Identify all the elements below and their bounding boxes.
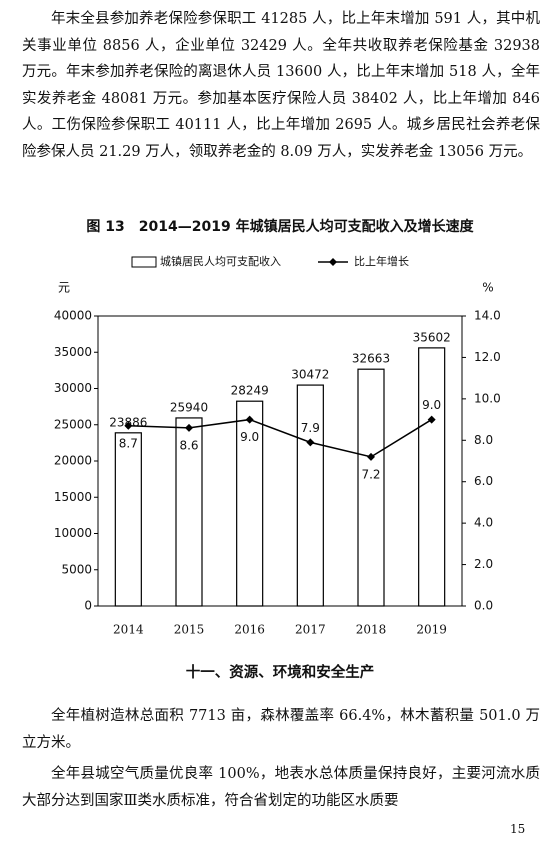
y2-tick-label: 14.0 <box>474 309 501 323</box>
line-marker <box>427 415 436 424</box>
paragraph: 全年县城空气质量优良率 100%，地表水总体质量保持良好，主要河流水质大部分达到… <box>22 766 540 809</box>
y2-tick-label: 8.0 <box>474 433 493 447</box>
y2-tick-label: 2.0 <box>474 557 493 571</box>
page-number: 15 <box>510 822 526 836</box>
y-tick-label: 10000 <box>54 526 92 540</box>
chart-title: 图 13 2014—2019 年城镇居民人均可支配收入及增长速度 <box>86 219 474 235</box>
legend-swatch <box>131 256 157 268</box>
bar-value-label: 32663 <box>352 352 390 366</box>
x-tick-label: 2015 <box>174 623 205 637</box>
x-tick-label: 2017 <box>295 623 326 637</box>
y-tick-label: 5000 <box>61 562 92 576</box>
y2-tick-label: 12.0 <box>474 350 501 364</box>
section-heading: 十一、资源、环境和安全生产 <box>185 664 375 681</box>
line-marker <box>306 438 315 447</box>
line-marker <box>367 452 375 461</box>
bar-value-label: 35602 <box>413 330 451 344</box>
bar-value-label: 25940 <box>170 400 208 414</box>
bar <box>418 347 446 607</box>
y-tick-label: 30000 <box>54 381 92 395</box>
line-marker <box>124 421 133 430</box>
line-value-label: 7.2 <box>361 467 380 481</box>
bar <box>357 368 385 607</box>
y-unit: 元 <box>58 281 70 295</box>
bar-value-label: 28249 <box>231 384 269 398</box>
line-value-label: 8.6 <box>179 438 198 452</box>
x-tick-label: 2018 <box>356 623 387 637</box>
y-tick-label: 35000 <box>54 345 92 359</box>
paragraph: 全年植树造林总面积 7713 亩，森林覆盖率 66.4%，林木蓄积量 501.0… <box>22 708 540 751</box>
x-tick-label: 2016 <box>234 623 265 637</box>
y2-tick-label: 0.0 <box>474 599 493 613</box>
line-value-label: 9.0 <box>240 430 259 444</box>
line <box>128 418 433 458</box>
x-tick-label: 2019 <box>416 623 447 637</box>
plot-frame <box>97 315 463 607</box>
y-tick-label: 25000 <box>54 417 92 431</box>
line-marker <box>245 415 254 424</box>
bar <box>114 432 142 607</box>
paragraph: 年末全县参加养老保险参保职工 41285 人，比上年末增加 591 人，其中机关… <box>22 11 540 160</box>
bar <box>236 400 264 607</box>
y2-unit: % <box>482 281 493 295</box>
bar-value-label: 30472 <box>291 368 329 382</box>
line-value-label: 8.7 <box>119 436 138 450</box>
y2-tick-label: 6.0 <box>474 474 493 488</box>
y-tick-label: 20000 <box>54 454 92 468</box>
line-value-label: 7.9 <box>301 421 320 435</box>
y-tick-label: 15000 <box>54 490 92 504</box>
legend-marker <box>329 258 337 266</box>
chart: 元 % 0 5000 10000 15000 20000 25000 30000 35000 400… <box>54 254 501 637</box>
bar <box>175 417 203 607</box>
line-value-label: 9.0 <box>422 398 441 412</box>
y2-tick-label: 10.0 <box>474 391 501 405</box>
y-tick-label: 0 <box>84 599 92 613</box>
y2-tick-label: 4.0 <box>474 516 493 530</box>
legend-label: 城镇居民人均可支配收入 <box>160 254 281 268</box>
line-marker <box>185 423 193 432</box>
x-tick-label: 2014 <box>113 623 144 637</box>
legend-label: 比上年增长 <box>354 254 409 268</box>
y-tick-label: 40000 <box>54 309 92 323</box>
bar <box>296 384 324 607</box>
